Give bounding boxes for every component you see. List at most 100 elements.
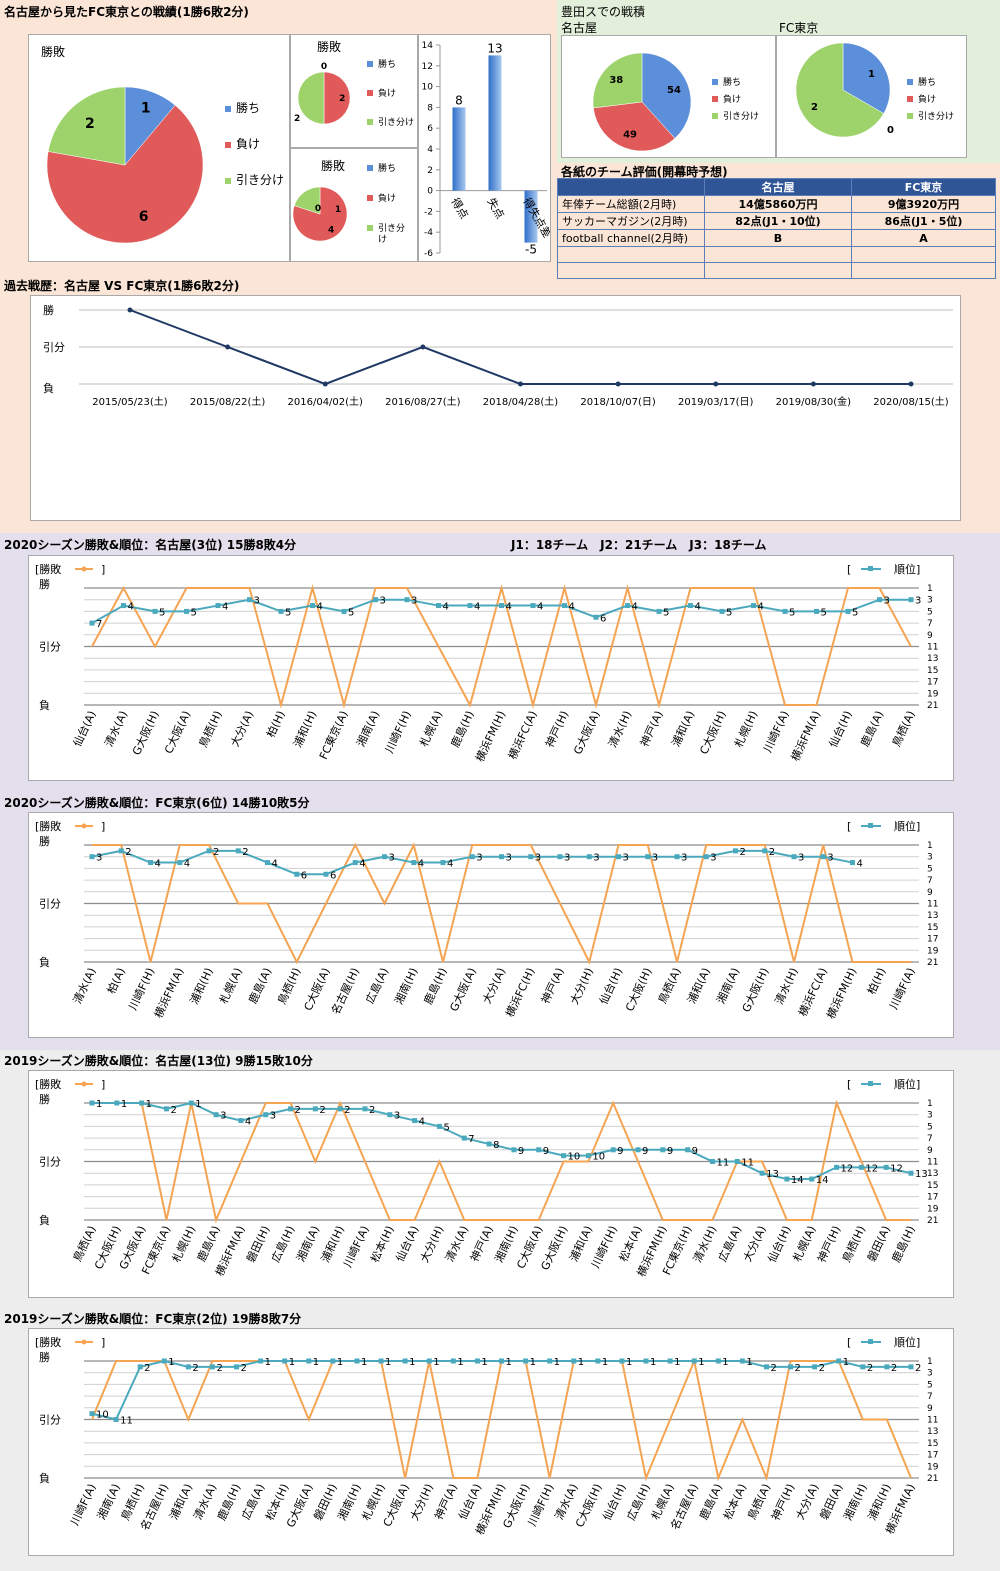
eval-row: サッカーマガジン(2月時) 82点(J1・10位) 86点(J1・5位)	[557, 212, 996, 230]
rank-point	[310, 603, 315, 609]
rank-data-label: 5	[821, 607, 827, 618]
rank-point	[278, 608, 284, 614]
x-tick-label: 鳥栖(H)	[274, 965, 303, 1006]
x-tick-label: 磐田(H)	[243, 1223, 272, 1264]
y-axis-label: 引分	[39, 1155, 61, 1169]
eval-header-nagoya: 名古屋	[704, 178, 852, 196]
legend-bracket: ]	[101, 1078, 105, 1091]
rank-tick-label: 11	[927, 1158, 938, 1168]
rank-point	[352, 860, 358, 866]
rank-tick-label: 19	[927, 946, 939, 956]
x-tick-label: 湘南(H)	[391, 965, 420, 1006]
rank-data-label: 6	[600, 613, 606, 624]
rank-data-label: 11	[716, 1158, 729, 1169]
x-tick-label: 横浜FC(A)	[505, 708, 540, 761]
rank-point	[812, 1364, 818, 1370]
x-tick-label: 川崎F(A)	[67, 1481, 98, 1527]
rank-tick-label: 5	[927, 1380, 933, 1390]
rank-line	[92, 1101, 912, 1181]
pie-data-label: 2	[85, 116, 95, 132]
rank-tick-label: 7	[927, 1134, 933, 1144]
rank-tick-label: 7	[927, 619, 933, 629]
pie-slice	[297, 71, 325, 125]
pie-slice	[47, 86, 126, 166]
rank-point	[593, 614, 599, 620]
rank-data-label: 2	[891, 1363, 897, 1374]
rank-point	[467, 603, 473, 609]
rank-data-label: 10	[96, 1410, 109, 1421]
rank-point	[715, 1358, 721, 1364]
legend-swatch	[225, 142, 231, 148]
rank-data-label: 4	[443, 602, 449, 613]
legend-label: け	[378, 234, 387, 245]
rank-point	[734, 1159, 740, 1164]
legend-label: 勝ち	[378, 162, 396, 174]
rank-data-label: 2	[216, 1363, 222, 1374]
eval-header-row: 名古屋 FC東京	[557, 178, 996, 196]
rank-point	[908, 597, 914, 603]
category-label: 失点	[484, 196, 506, 222]
rank-data-label: 1	[674, 1357, 680, 1368]
x-tick-label: 鳥栖(H)	[839, 1223, 868, 1264]
rank-point	[163, 1106, 169, 1112]
x-tick-label: 神戸(A)	[637, 708, 666, 748]
rank-tick-label: 21	[927, 1216, 938, 1226]
rank-point	[547, 1358, 553, 1364]
history-point	[713, 381, 719, 387]
rank-data-label: 6	[301, 870, 307, 881]
rank-tick-label: 15	[927, 1181, 938, 1191]
rank-tick-label: 13	[927, 1427, 938, 1437]
season-title-1: 2020シーズン勝敗&順位：名古屋(3位) 15勝8敗4分	[4, 538, 297, 552]
rank-point	[733, 848, 738, 854]
rank-data-label: 10	[568, 1152, 581, 1163]
legend-result-label: [勝敗	[35, 1077, 61, 1091]
rank-point	[185, 1364, 191, 1370]
rank-data-label: 1	[146, 1099, 152, 1110]
rank-data-label: 5	[159, 607, 165, 618]
legend-bracket: ]	[101, 563, 105, 576]
rank-point	[404, 597, 410, 603]
rank-data-label: 1	[313, 1357, 319, 1368]
pie-data-label: 2	[294, 114, 300, 124]
rank-data-label: 1	[457, 1357, 463, 1368]
toyota-nagoya-label: 名古屋	[561, 21, 598, 35]
rank-data-label: 4	[359, 859, 365, 870]
rank-point	[206, 848, 212, 854]
pie-data-label: 1	[868, 69, 875, 80]
y-tick-label: -2	[424, 207, 433, 217]
x-tick-label: 浦和(A)	[685, 966, 713, 1006]
x-tick-label: C大阪(H)	[622, 965, 654, 1013]
x-tick-label: 川崎F(H)	[125, 965, 157, 1012]
rank-data-label: 5	[285, 607, 291, 618]
rank-data-label: 4	[695, 602, 701, 613]
x-tick-label: 鹿島(A)	[194, 1223, 223, 1263]
rank-data-label: 2	[740, 847, 746, 858]
rank-data-label: 1	[626, 1357, 632, 1368]
rank-point	[238, 1118, 244, 1124]
rank-data-label: 2	[241, 1363, 247, 1374]
y-axis-label: 勝	[39, 1092, 50, 1106]
x-tick-label: 松本(A)	[616, 1223, 645, 1263]
season-panel-1: 1 3 5 7 9 11 13 15 17 19 21 勝引分負 [勝敗][順位] 7 4 5 5 4 3 5 4 5 3 3…	[28, 555, 954, 781]
rank-point	[908, 1364, 914, 1370]
rank-point	[791, 854, 797, 860]
rank-data-label: 14	[791, 1175, 804, 1186]
y-tick-label: 8	[427, 103, 433, 113]
eval-cell: football channel(2月時)	[557, 229, 705, 247]
rank-point	[762, 848, 768, 854]
rank-data-label: 4	[418, 859, 424, 870]
y-tick-label: 2	[427, 166, 433, 176]
result-line	[92, 842, 911, 965]
x-tick-label: 清水(H)	[691, 1224, 719, 1265]
small-pie-panel-1: 勝敗 2 0 2 勝ち 負け 引き分け	[290, 34, 418, 148]
rank-tick-label: 11	[927, 900, 938, 910]
small-pie-title-1: 勝敗	[317, 40, 342, 54]
rank-point	[209, 1364, 215, 1370]
rank-point	[908, 1170, 914, 1176]
x-tick-label: 札幌(A)	[790, 1223, 819, 1263]
y-axis-label: 引分	[39, 640, 61, 654]
rank-point	[610, 1147, 616, 1153]
x-tick-label: 鹿島(A)	[245, 965, 274, 1005]
legend-label: 負け	[378, 87, 396, 99]
